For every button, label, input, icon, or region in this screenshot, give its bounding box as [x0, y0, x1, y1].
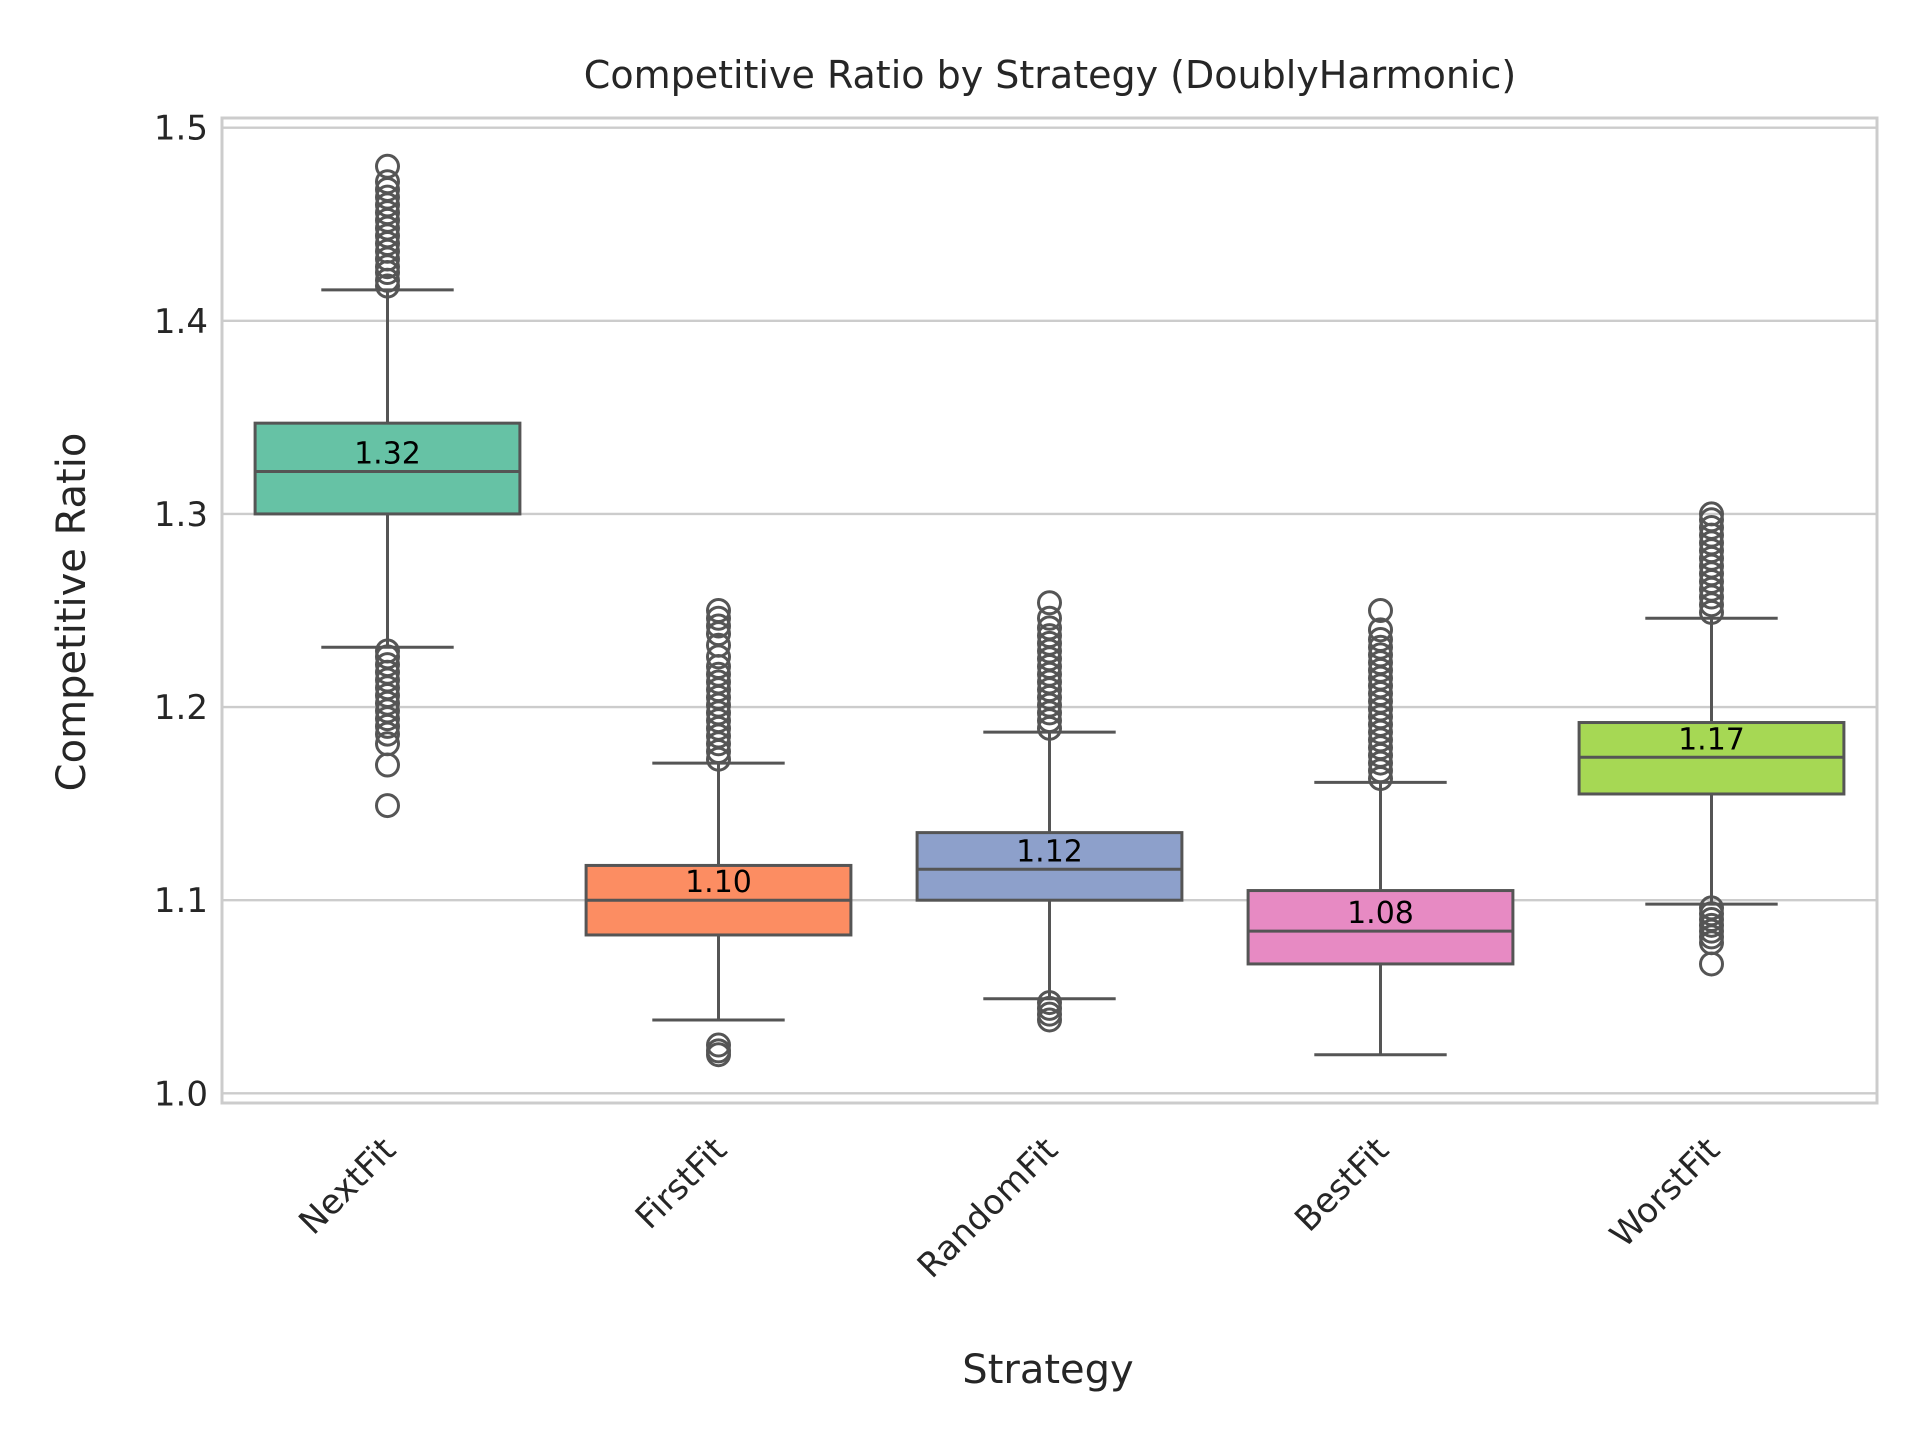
box-bestfit: 1.08 [1246, 598, 1515, 1057]
y-tick-label: 1.5 [154, 109, 208, 149]
box-firstfit: 1.10 [584, 598, 853, 1068]
y-tick-label: 1.1 [154, 881, 208, 921]
outlier-point [1368, 642, 1393, 668]
outlier-point [1368, 617, 1393, 643]
outlier-point [1699, 501, 1724, 527]
x-tick-label: BestFit [1287, 1130, 1397, 1240]
outlier-point [375, 752, 400, 778]
outlier-point [706, 632, 731, 658]
outlier-point [706, 613, 731, 639]
outlier-point [1037, 605, 1062, 631]
outlier-point [1037, 1007, 1062, 1033]
x-tick-label: NextFit [291, 1130, 403, 1242]
x-tick-label: WorstFit [1602, 1130, 1727, 1255]
outlier-point [1368, 598, 1393, 623]
iqr-box [1246, 889, 1515, 966]
median-value-label: 1.10 [685, 865, 752, 900]
outlier-point [1699, 951, 1724, 977]
x-axis-title: Strategy [962, 1347, 1133, 1393]
y-tick-label: 1.3 [154, 495, 208, 535]
outlier-point [706, 669, 731, 695]
x-tick-label: FirstFit [628, 1130, 735, 1237]
box-nextfit: 1.32 [253, 153, 522, 819]
outlier-point [375, 706, 400, 732]
outlier-point [706, 598, 731, 623]
median-value-label: 1.12 [1016, 834, 1083, 869]
median-value-label: 1.08 [1347, 896, 1414, 931]
y-tick-label: 1.0 [154, 1074, 208, 1114]
outlier-point [1037, 623, 1062, 649]
outlier-point [375, 713, 400, 739]
plot-frame [220, 116, 1879, 1105]
x-tick-label: RandomFit [910, 1130, 1066, 1286]
y-tick-label: 1.4 [154, 302, 208, 342]
outlier-point [375, 721, 400, 747]
outlier-point [1037, 615, 1062, 641]
outlier-point [375, 153, 400, 179]
outlier-point [375, 169, 400, 195]
box-randomfit: 1.12 [915, 590, 1184, 1033]
outlier-point [706, 1042, 731, 1068]
outlier-point [706, 605, 731, 631]
y-tick-label: 1.2 [154, 688, 208, 728]
median-value-label: 1.17 [1678, 722, 1745, 757]
outlier-point [375, 793, 400, 819]
chart-title: Competitive Ratio by Strategy (DoublyHar… [584, 53, 1516, 97]
outlier-point [706, 661, 731, 687]
iqr-box [915, 831, 1184, 902]
plot-area: 1.0 1.1 1.2 1.3 1.4 1.5 1.32 NextFit 1.10 FirstFi… [154, 109, 1879, 1286]
outlier-point [1699, 514, 1724, 540]
outlier-point [1368, 634, 1393, 660]
iqr-box [253, 421, 522, 516]
outlier-point [1037, 590, 1062, 616]
outlier-point [375, 184, 400, 210]
y-axis-title: Competitive Ratio [49, 433, 95, 792]
outlier-point [1037, 630, 1062, 656]
median-value-label: 1.32 [354, 436, 421, 471]
outlier-point [1368, 626, 1393, 652]
box-worstfit: 1.17 [1577, 501, 1846, 977]
